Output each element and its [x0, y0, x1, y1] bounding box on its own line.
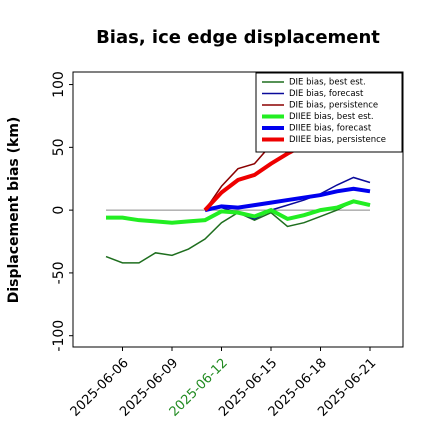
y-tick-label: 0: [51, 206, 67, 215]
series-line: [106, 199, 371, 225]
y-axis-label: Displacement bias (km): [6, 117, 22, 304]
plot-frame: [72, 71, 404, 348]
legend-label: DIE bias, best est.: [289, 78, 366, 88]
legend-label: DIE bias, forecast: [289, 89, 364, 99]
y-tick-label: 50: [51, 138, 67, 156]
legend-label: DIIEE bias, forecast: [289, 124, 372, 134]
legend-label: DIE bias, persistence: [289, 101, 378, 111]
y-tick-label: 100: [51, 71, 67, 98]
legend-label: DIIEE bias, best est.: [289, 112, 374, 122]
y-tick-label: -100: [51, 320, 67, 352]
chart-title: Bias, ice edge displacement: [96, 27, 380, 48]
series-line: [204, 186, 371, 213]
y-tick-label: -50: [51, 261, 67, 284]
legend-label: DIIEE bias, persistence: [289, 135, 386, 145]
